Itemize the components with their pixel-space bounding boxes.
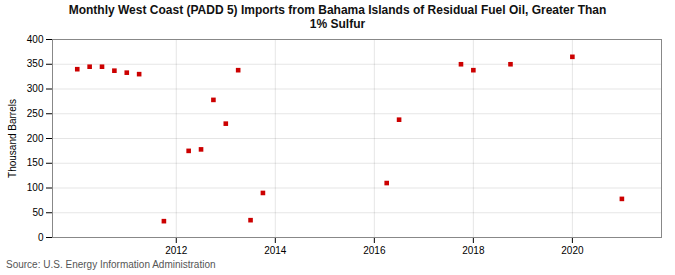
- html-text:Monthly West Coast (PADD 5) Im: Monthly West Coast (PADD 5) Imports from…: [68, 3, 607, 31]
- svg-text:2016: 2016: [363, 245, 386, 256]
- svg-text:2012: 2012: [165, 245, 188, 256]
- svg-text:200: 200: [27, 133, 44, 144]
- svg-text:350: 350: [27, 58, 44, 69]
- svg-text:300: 300: [27, 83, 44, 94]
- svg-text:400: 400: [27, 34, 44, 45]
- svg-text:100: 100: [27, 182, 44, 193]
- svg-text:250: 250: [27, 108, 44, 119]
- svg-text:0: 0: [38, 232, 44, 243]
- svg-text:2014: 2014: [264, 245, 287, 256]
- svg-text:50: 50: [32, 207, 44, 218]
- svg-text:2018: 2018: [462, 245, 485, 256]
- svg-text:2020: 2020: [561, 245, 584, 256]
- svg-text:Thousand Barrels: Thousand Barrels: [7, 99, 18, 178]
- html-text:Source: U.S. Energy Informatio: Source: U.S. Energy Information Administ…: [6, 259, 216, 270]
- svg-text:150: 150: [27, 157, 44, 168]
